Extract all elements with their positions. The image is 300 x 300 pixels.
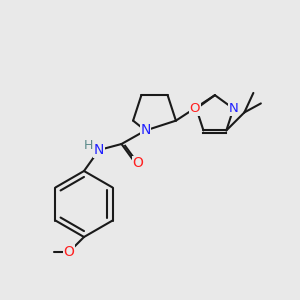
Text: O: O	[190, 102, 200, 115]
Text: N: N	[94, 143, 104, 157]
Text: O: O	[64, 245, 74, 259]
Text: O: O	[133, 157, 143, 170]
Text: N: N	[229, 102, 238, 115]
Text: H: H	[84, 139, 93, 152]
Text: N: N	[140, 124, 151, 137]
